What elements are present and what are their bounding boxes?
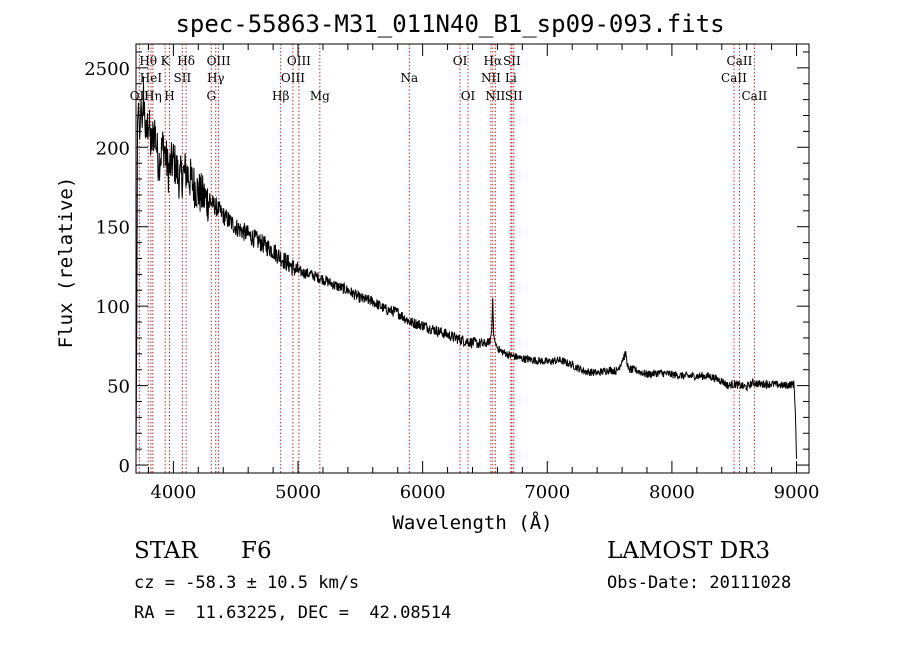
x-axis: 4000 5000 6000 7000 8000 9000 <box>147 44 820 503</box>
line-marker-label: Hα <box>484 54 503 68</box>
x-axis-label: Wavelength (Å) <box>392 511 552 534</box>
coordinates: RA = 11.63225, DEC = 42.08514 <box>134 603 452 623</box>
line-marker-label: OIII <box>207 54 231 68</box>
line-marker-label: NII <box>481 71 501 85</box>
line-marker-label: SII <box>503 54 521 68</box>
y-axis: 0 50 100 150 200 2500 <box>84 51 809 477</box>
y-axis-label: Flux (relative) <box>55 177 77 349</box>
line-marker-label: Hθ <box>139 54 157 68</box>
line-marker-label: Na <box>400 71 418 85</box>
y-tick-label: 0 <box>119 456 130 477</box>
line-marker-label: Hη <box>144 89 162 103</box>
line-marker-label: NII <box>485 89 505 103</box>
line-marker-label: OIII <box>281 71 305 85</box>
line-marker-label: CaII <box>741 89 767 103</box>
x-tick-label: 8000 <box>649 482 695 503</box>
x-tick-label: 7000 <box>524 482 570 503</box>
line-marker-label: OI <box>453 54 468 68</box>
line-marker-label: SII <box>505 89 523 103</box>
line-marker-label: Mg <box>310 89 330 103</box>
line-marker-label: OII <box>130 89 150 103</box>
line-marker-label: OIII <box>287 54 311 68</box>
line-marker-label: SII <box>174 71 192 85</box>
x-tick-label: 6000 <box>400 482 446 503</box>
line-marker-label: Hγ <box>207 71 225 85</box>
y-tick-label: 50 <box>107 377 130 398</box>
line-marker-label: CaII <box>727 54 753 68</box>
line-marker-label: HeI <box>140 71 163 85</box>
redshift-velocity: cz = -58.3 ± 10.5 km/s <box>134 573 360 593</box>
object-class: STAR <box>134 538 198 564</box>
line-marker-label: K <box>161 54 171 68</box>
x-tick-label: 4000 <box>150 482 196 503</box>
spectrum-line <box>135 76 797 462</box>
line-marker-label: Hδ <box>177 54 195 68</box>
y-tick-label: 200 <box>96 138 130 159</box>
line-marker-label: H <box>164 89 174 103</box>
line-marker-label: Hβ <box>272 89 289 103</box>
x-tick-label: 5000 <box>275 482 321 503</box>
line-marker-label: CaII <box>721 71 747 85</box>
survey-release: LAMOST DR3 <box>607 538 771 564</box>
plot-frame <box>135 43 810 474</box>
y-tick-label: 150 <box>96 218 130 239</box>
y-tick-label: 2500 <box>84 59 130 80</box>
line-marker-label: OI <box>461 89 476 103</box>
obs-date: Obs-Date: 20111028 <box>607 573 792 593</box>
spectral-subclass: F6 <box>241 538 272 564</box>
chart-title: spec-55863-M31_011N40_B1_sp09-093.fits <box>175 10 725 38</box>
x-tick-label: 9000 <box>774 482 820 503</box>
line-marker-label: G <box>206 89 216 103</box>
y-tick-label: 100 <box>96 297 130 318</box>
line-marker-label: Li <box>505 71 517 85</box>
